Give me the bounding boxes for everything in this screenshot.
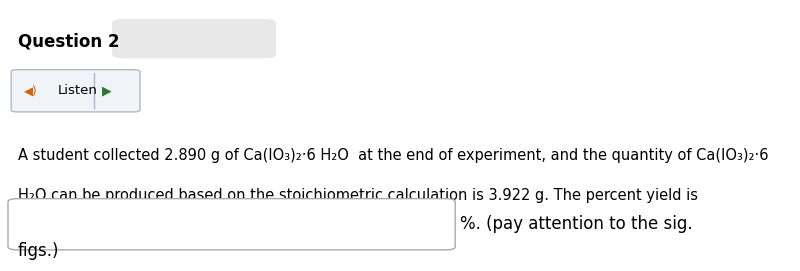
Text: A student collected 2.890 g of Ca(IO₃)₂·6 H₂O  at the end of experiment, and the: A student collected 2.890 g of Ca(IO₃)₂·… (18, 148, 768, 163)
FancyBboxPatch shape (8, 199, 455, 250)
FancyBboxPatch shape (11, 70, 140, 112)
Text: Listen: Listen (58, 84, 98, 97)
Text: %. (pay attention to the sig.: %. (pay attention to the sig. (460, 215, 693, 233)
Text: figs.): figs.) (18, 242, 59, 260)
Text: H₂O can be produced based on the stoichiometric calculation is 3.922 g. The perc: H₂O can be produced based on the stoichi… (18, 188, 698, 203)
Text: ◀): ◀) (24, 84, 38, 97)
FancyBboxPatch shape (112, 19, 276, 58)
Text: ▶: ▶ (102, 84, 111, 97)
Text: Question 2: Question 2 (18, 33, 119, 50)
